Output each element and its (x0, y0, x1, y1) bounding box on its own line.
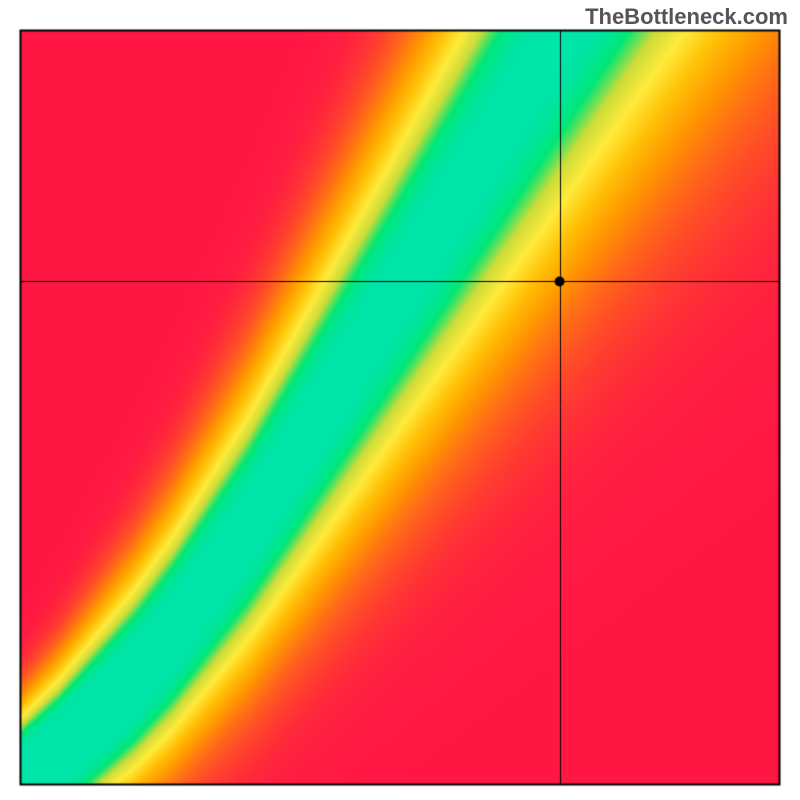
heatmap-canvas (0, 0, 800, 800)
watermark-label: TheBottleneck.com (585, 4, 788, 30)
chart-container: TheBottleneck.com (0, 0, 800, 800)
